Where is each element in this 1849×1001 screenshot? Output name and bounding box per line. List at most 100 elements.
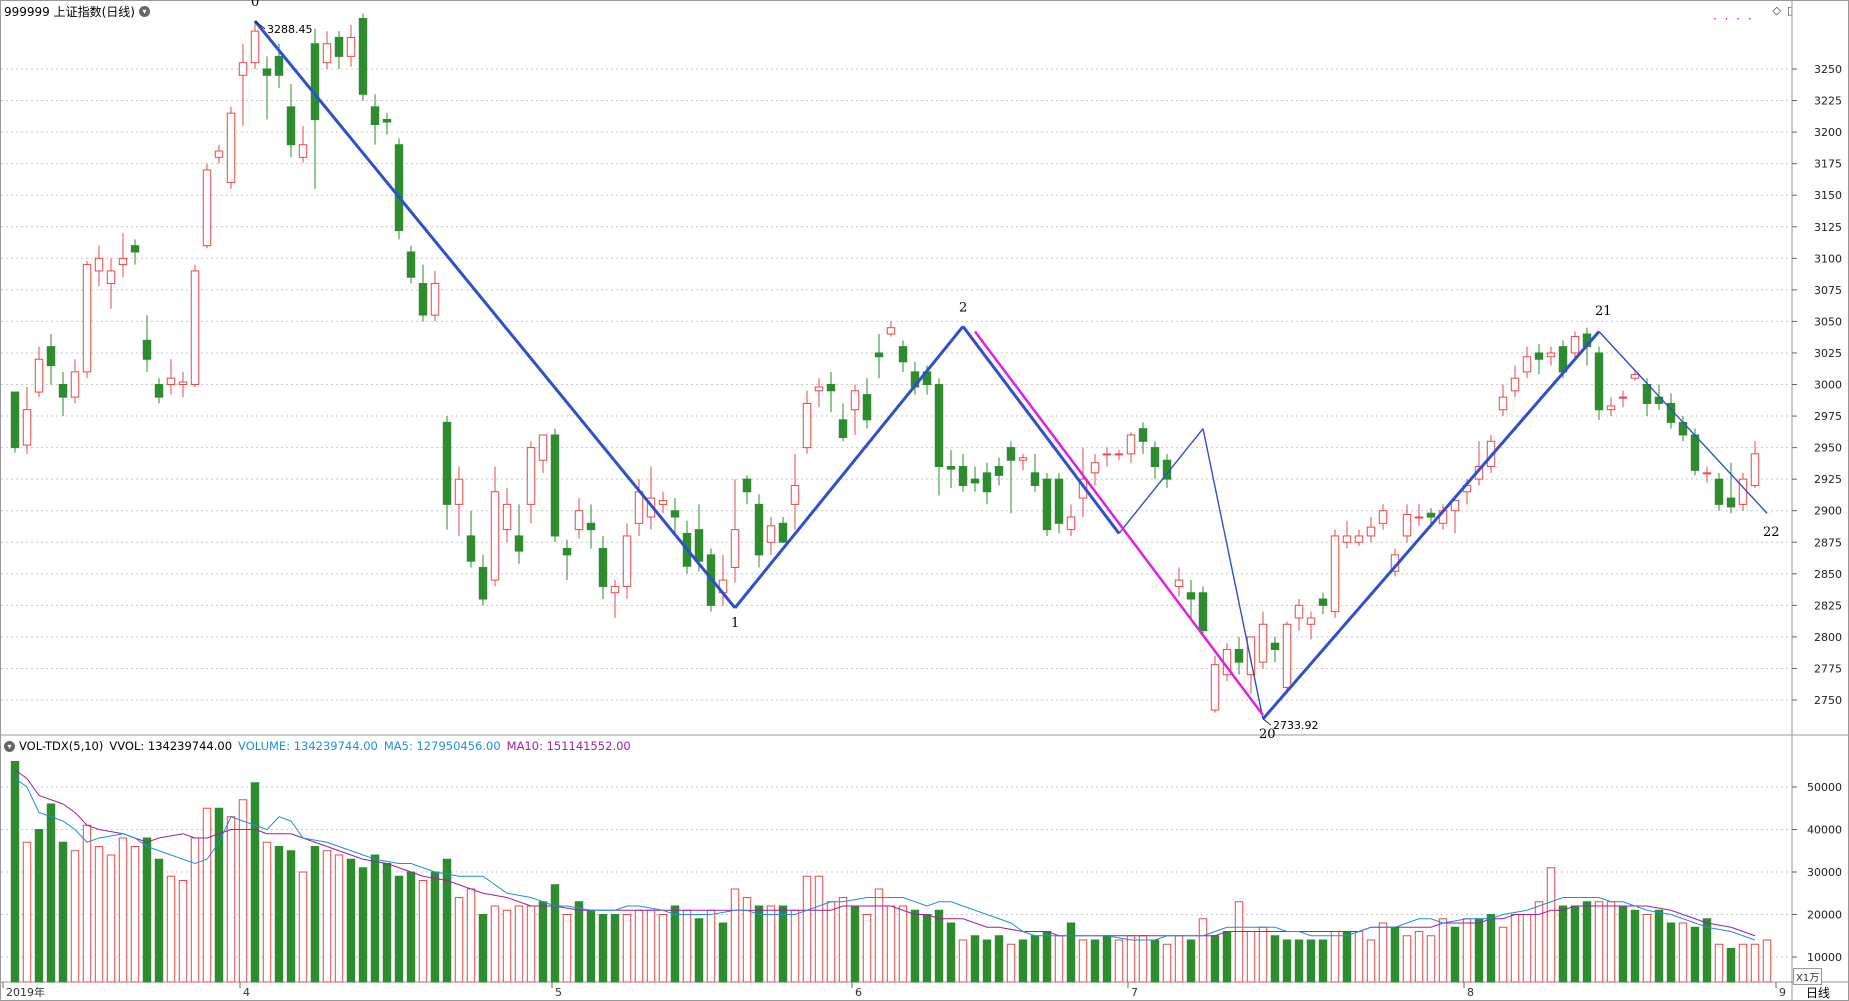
candle-body (1210, 664, 1220, 711)
dotted-line-marker: · · · · (1713, 12, 1754, 26)
wave-line-magenta (974, 330, 1264, 716)
price-tick-label: 3000 (1814, 379, 1842, 392)
volume-bar (1606, 901, 1616, 983)
candle-body (766, 525, 776, 543)
volume-bar (1510, 914, 1520, 983)
volume-bar (1414, 931, 1424, 983)
candle-body (466, 535, 476, 562)
wave-line (733, 325, 965, 609)
candle-body (1018, 457, 1028, 461)
price-tick-label: 2950 (1814, 442, 1842, 455)
candle-body (382, 118, 392, 123)
candle-body (70, 371, 80, 398)
date-tick-label: 8 (1467, 986, 1474, 999)
price-tick-label: 3250 (1814, 63, 1842, 76)
candle-body (1426, 512, 1436, 518)
candle-body (1114, 453, 1124, 456)
candle-body (1174, 579, 1184, 587)
trough-value-label: 2733.92 (1273, 719, 1319, 732)
candle-body (1594, 352, 1604, 411)
panel-icon[interactable]: ▯ (1786, 4, 1793, 17)
candle-body (1066, 516, 1076, 531)
candle-body (850, 390, 860, 411)
volume-bar (1066, 922, 1076, 983)
candle-body (1246, 636, 1256, 676)
volume-bar (1498, 926, 1508, 983)
volume-bar (1030, 935, 1040, 983)
volume-bar (1486, 914, 1496, 983)
candle-body (130, 245, 140, 253)
candle-body (334, 36, 344, 57)
candle-body (1522, 356, 1532, 373)
price-tick-label: 3175 (1814, 158, 1842, 171)
volume-bar (694, 918, 704, 983)
volume-bar (718, 922, 728, 983)
price-tick-label: 2750 (1814, 694, 1842, 707)
volume-bar (658, 914, 668, 983)
volume-indicator-label: VOL-TDX(5,10) (19, 739, 104, 753)
volume-bar (58, 841, 68, 983)
candle-body (1714, 478, 1724, 505)
price-tick-label: 3125 (1814, 221, 1842, 234)
candle-body (526, 447, 536, 505)
volume-bar (1198, 918, 1208, 983)
volume-bar (1318, 939, 1328, 983)
candle-body (250, 30, 260, 64)
candle-body (1090, 462, 1100, 474)
volume-bar (1666, 922, 1676, 983)
volume-bar (1150, 939, 1160, 983)
candle-body (1138, 428, 1148, 442)
volume-bar (730, 888, 740, 983)
chevron-down-icon[interactable]: ▾ (4, 740, 15, 752)
date-tick-label: 4 (243, 986, 250, 999)
price-tick-label: 3075 (1814, 284, 1842, 297)
candle-body (94, 257, 104, 272)
candle-body (946, 466, 956, 470)
diamond-icon[interactable]: ◇ (1772, 4, 1781, 17)
volume-bar (610, 914, 620, 983)
candle-body (1042, 478, 1052, 531)
candle-body (1102, 453, 1112, 456)
volume-bar (1582, 901, 1592, 983)
candle-body (394, 144, 404, 232)
wave-label: 21 (1595, 304, 1612, 319)
candle-body (1702, 472, 1712, 475)
volume-bar (370, 854, 380, 983)
volume-bar (1654, 909, 1664, 983)
volume-bar (250, 782, 260, 983)
volume-bar (1282, 939, 1292, 983)
candle-body (1330, 535, 1340, 613)
candle-body (1234, 649, 1244, 663)
volume-bar (922, 914, 932, 983)
candle-body (634, 491, 644, 524)
chevron-down-icon[interactable]: ▾ (139, 5, 150, 17)
volume-bar (1330, 931, 1340, 983)
volume-bar (1438, 918, 1448, 983)
volume-bar (190, 837, 200, 983)
candle-body (10, 391, 20, 449)
candle-body (142, 339, 152, 360)
ma5-value: MA5: 127950456.00 (383, 739, 501, 753)
candle-body (898, 346, 908, 363)
volume-bar (1378, 922, 1388, 983)
volume-bar (1738, 943, 1748, 983)
candle-body (1546, 352, 1556, 358)
candle-body (862, 394, 872, 421)
candle-body (370, 106, 380, 126)
candle-body (22, 409, 32, 446)
volume-bar (682, 909, 692, 983)
volume-bar (910, 909, 920, 983)
volume-bar (1342, 931, 1352, 983)
volume-bar (130, 846, 140, 983)
volume-bar (1642, 914, 1652, 983)
period-tab[interactable]: 日线 (1805, 986, 1830, 1000)
volume-bar (790, 909, 800, 983)
candle-body (562, 548, 572, 556)
volume-tick-label: 50000 (1807, 781, 1842, 794)
volume-bar (70, 850, 80, 983)
candle-body (670, 510, 680, 518)
volume-bar (1174, 935, 1184, 983)
volume-bar (1054, 935, 1064, 983)
volume-bar (1246, 931, 1256, 983)
